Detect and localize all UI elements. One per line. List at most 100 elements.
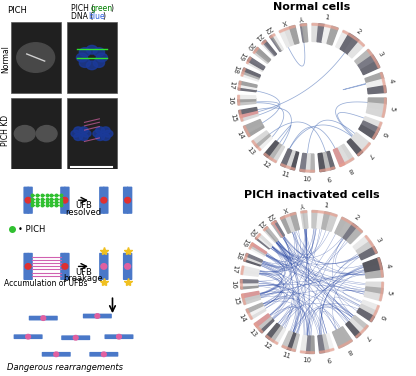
Text: 17: 17 — [231, 264, 239, 274]
Circle shape — [95, 314, 100, 318]
Polygon shape — [280, 212, 296, 220]
Circle shape — [101, 133, 110, 141]
Polygon shape — [270, 36, 281, 52]
Polygon shape — [250, 245, 266, 255]
Polygon shape — [285, 214, 295, 232]
Circle shape — [94, 59, 104, 67]
Polygon shape — [310, 336, 314, 353]
Polygon shape — [273, 221, 283, 237]
Polygon shape — [272, 145, 285, 162]
Polygon shape — [241, 271, 258, 276]
Polygon shape — [280, 216, 292, 233]
Polygon shape — [312, 23, 319, 42]
Circle shape — [125, 197, 131, 203]
Text: breakage: breakage — [64, 274, 103, 283]
Polygon shape — [322, 25, 332, 44]
Polygon shape — [378, 258, 383, 277]
Polygon shape — [241, 269, 259, 274]
Text: 11: 11 — [281, 352, 292, 360]
FancyBboxPatch shape — [61, 335, 75, 340]
Text: 13: 13 — [248, 327, 258, 338]
Text: 2: 2 — [355, 27, 362, 35]
Polygon shape — [257, 316, 272, 330]
Text: PICH (: PICH ( — [72, 4, 94, 13]
Polygon shape — [247, 125, 264, 137]
Text: X: X — [282, 205, 289, 212]
Circle shape — [54, 352, 59, 356]
FancyBboxPatch shape — [11, 98, 61, 169]
Circle shape — [62, 197, 68, 203]
Polygon shape — [337, 146, 349, 164]
Text: 4: 4 — [388, 78, 395, 83]
Polygon shape — [365, 235, 377, 253]
FancyBboxPatch shape — [27, 266, 33, 280]
FancyBboxPatch shape — [60, 186, 66, 201]
Polygon shape — [279, 26, 295, 33]
Polygon shape — [359, 247, 377, 260]
Polygon shape — [312, 211, 318, 228]
Text: ): ) — [110, 4, 113, 13]
Polygon shape — [300, 335, 307, 353]
Text: 14: 14 — [238, 312, 247, 323]
Text: Accumulation of UFBs: Accumulation of UFBs — [4, 279, 88, 288]
FancyBboxPatch shape — [23, 186, 29, 201]
Polygon shape — [340, 144, 354, 162]
Polygon shape — [259, 318, 274, 333]
Polygon shape — [361, 121, 380, 134]
Polygon shape — [271, 35, 282, 51]
Polygon shape — [370, 305, 379, 322]
Polygon shape — [252, 131, 268, 145]
Text: 6: 6 — [378, 314, 386, 320]
FancyBboxPatch shape — [27, 200, 33, 214]
Polygon shape — [255, 237, 270, 249]
Polygon shape — [300, 153, 307, 172]
Text: 1: 1 — [324, 14, 329, 21]
Polygon shape — [238, 96, 256, 99]
Text: Normal: Normal — [1, 45, 10, 73]
FancyBboxPatch shape — [127, 266, 132, 280]
Polygon shape — [355, 49, 373, 65]
Text: 4: 4 — [385, 263, 392, 268]
FancyBboxPatch shape — [127, 253, 132, 267]
Text: 19: 19 — [237, 51, 247, 62]
FancyBboxPatch shape — [103, 253, 109, 267]
Polygon shape — [339, 220, 353, 238]
Polygon shape — [257, 136, 272, 151]
Polygon shape — [342, 217, 362, 233]
Polygon shape — [286, 332, 296, 350]
Text: 20: 20 — [247, 226, 258, 237]
Polygon shape — [339, 327, 352, 344]
FancyBboxPatch shape — [64, 186, 69, 201]
Polygon shape — [301, 211, 307, 213]
Text: 15: 15 — [229, 113, 237, 123]
Text: 2: 2 — [353, 214, 360, 221]
Circle shape — [73, 335, 78, 340]
FancyBboxPatch shape — [42, 352, 56, 357]
Circle shape — [116, 334, 121, 339]
Polygon shape — [291, 334, 299, 352]
FancyBboxPatch shape — [29, 316, 43, 320]
Polygon shape — [246, 309, 253, 320]
FancyBboxPatch shape — [23, 266, 29, 280]
Polygon shape — [363, 258, 381, 268]
Polygon shape — [241, 285, 258, 289]
Polygon shape — [364, 292, 382, 301]
Polygon shape — [365, 270, 383, 278]
Polygon shape — [320, 167, 335, 171]
Polygon shape — [333, 148, 345, 167]
Polygon shape — [367, 103, 386, 111]
Polygon shape — [366, 79, 385, 89]
FancyBboxPatch shape — [60, 253, 66, 267]
Polygon shape — [305, 154, 310, 172]
Text: DNA (: DNA ( — [72, 12, 94, 21]
Polygon shape — [353, 235, 370, 251]
Polygon shape — [239, 110, 243, 121]
Polygon shape — [348, 41, 364, 58]
Text: 21: 21 — [255, 218, 266, 228]
Polygon shape — [242, 291, 259, 298]
Polygon shape — [246, 61, 263, 71]
FancyBboxPatch shape — [104, 352, 118, 357]
Circle shape — [125, 264, 131, 269]
Polygon shape — [241, 73, 259, 81]
Polygon shape — [241, 68, 245, 76]
